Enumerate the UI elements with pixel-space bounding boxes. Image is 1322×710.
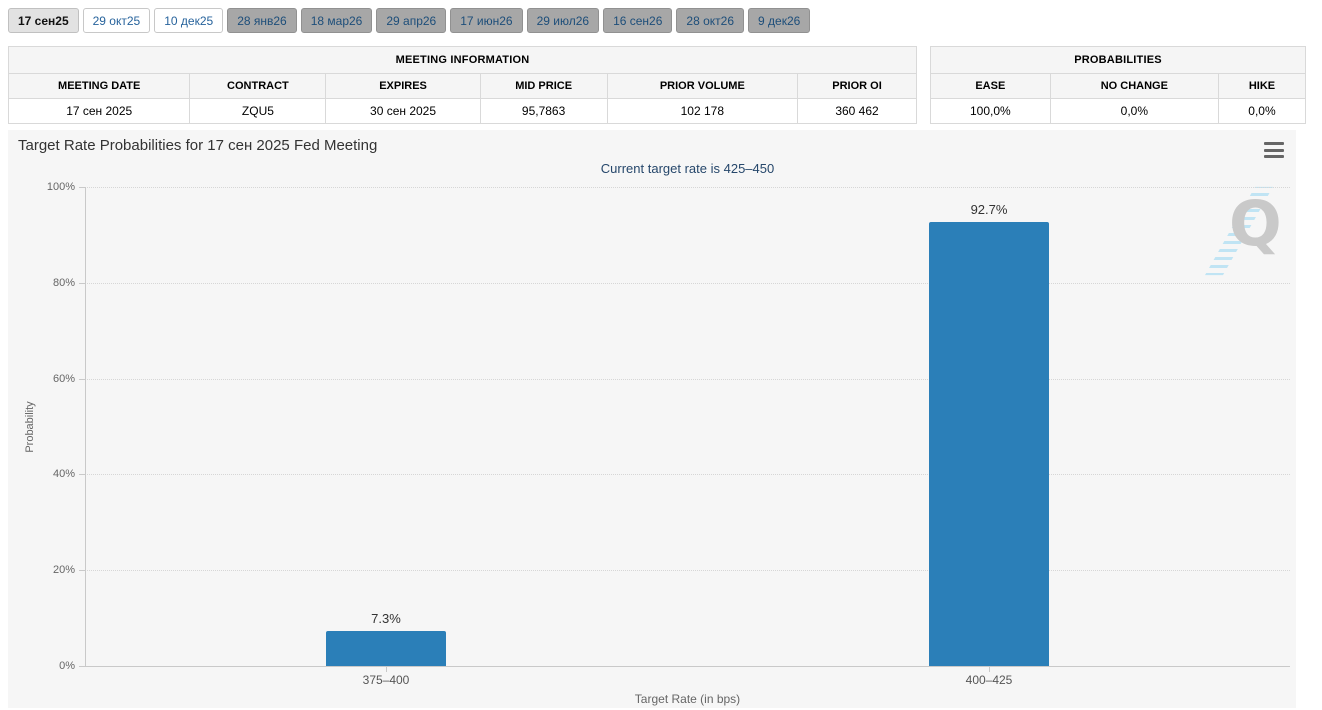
target-rate-chart: Target Rate Probabilities for 17 сен 202…: [8, 130, 1296, 708]
chart-subtitle: Current target rate is 425–450: [600, 161, 775, 176]
tab-16-sen-26[interactable]: 16 сен26: [603, 8, 673, 33]
meeting-date-tabs: 17 сен25 29 окт25 10 дек25 28 янв26 18 м…: [8, 8, 1322, 33]
y-axis-label-0: 0%: [59, 660, 75, 672]
probabilities-table: PROBABILITIES EASE NO CHANGE HIKE 100,0%…: [930, 46, 1306, 124]
prior-oi-value: 360 462: [835, 104, 879, 118]
col-mid-price: MID PRICE: [480, 74, 608, 98]
bar-value-label: 92.7%: [970, 201, 1008, 217]
probabilities-title: PROBABILITIES: [931, 47, 1305, 74]
expires-value: 30 сен 2025: [326, 99, 481, 123]
contract-value: ZQU5: [190, 99, 327, 123]
tab-17-iyun-26[interactable]: 17 июн26: [450, 8, 523, 33]
plot-area: 100% 80% 60% 40% 20% 0% Probability Targ…: [24, 181, 1290, 706]
gridline-100: [85, 187, 1290, 188]
y-axis-line: [85, 187, 86, 666]
ease-value: 100,0%: [931, 99, 1051, 123]
chart-title: Target Rate Probabilities for 17 сен 202…: [18, 137, 378, 154]
mid-price-value: 95,7863: [481, 99, 608, 123]
tab-29-okt-25[interactable]: 29 окт25: [82, 8, 151, 33]
x-category-400-425: 400–425: [965, 673, 1013, 687]
tab-29-apr-26[interactable]: 29 апр26: [376, 8, 447, 33]
bar-column-375-400: 7.3%: [326, 187, 446, 666]
gridline-20: [85, 570, 1290, 572]
tab-28-okt-26[interactable]: 28 окт26: [676, 8, 745, 33]
y-tick: [79, 570, 85, 572]
y-tick: [79, 187, 85, 188]
gridline-60: [85, 378, 1290, 380]
tab-17-sen-25[interactable]: 17 сен25: [8, 8, 79, 33]
chart-menu-hamburger-icon[interactable]: [1262, 140, 1286, 160]
tab-29-iyul-26[interactable]: 29 июл26: [526, 8, 600, 33]
col-prior-volume: PRIOR VOLUME: [607, 74, 799, 98]
meeting-information-header-row: MEETING DATE CONTRACT EXPIRES MID PRICE …: [9, 74, 916, 99]
col-contract: CONTRACT: [190, 74, 327, 98]
x-category-375-400: 375–400: [362, 673, 410, 687]
meeting-information-title: MEETING INFORMATION: [9, 47, 916, 74]
y-tick: [79, 474, 85, 476]
summary-tables: MEETING INFORMATION MEETING DATE CONTRAC…: [8, 46, 1322, 124]
bar-400-425: 92.7%: [929, 202, 1049, 666]
bar-value-label: 7.3%: [371, 611, 401, 627]
meeting-information-table: MEETING INFORMATION MEETING DATE CONTRAC…: [8, 46, 917, 124]
no-change-value: 0,0%: [1051, 99, 1219, 123]
x-axis-line: [85, 666, 1290, 667]
x-axis-title: Target Rate (in bps): [634, 692, 741, 706]
meeting-information-value-row: 17 сен 2025 ZQU5 30 сен 2025 95,7863 102…: [9, 99, 916, 123]
probabilities-value-row: 100,0% 0,0% 0,0%: [931, 99, 1305, 123]
hike-value: 0,0%: [1248, 104, 1276, 118]
y-axis-label-100: 100%: [46, 181, 75, 193]
bar-375-400: 7.3%: [326, 611, 446, 666]
bar-column-400-425: 92.7%: [929, 187, 1049, 666]
tab-9-dek-26[interactable]: 9 дек26: [748, 8, 811, 33]
y-axis-title: Probability: [24, 400, 36, 453]
y-tick: [79, 282, 85, 284]
gridline-80: [85, 282, 1290, 284]
col-expires: EXPIRES: [326, 74, 481, 98]
y-axis-label-40: 40%: [52, 468, 75, 481]
col-prior-oi: PRIOR OI: [798, 74, 916, 98]
y-axis-label-60: 60%: [52, 372, 75, 385]
y-axis-label-20: 20%: [52, 564, 75, 577]
col-meeting-date: MEETING DATE: [9, 74, 191, 98]
tab-28-yanv-26[interactable]: 28 янв26: [227, 8, 297, 33]
tab-10-dek-25[interactable]: 10 дек25: [154, 8, 224, 33]
col-no-change: NO CHANGE: [1050, 74, 1219, 98]
y-axis-label-80: 80%: [52, 276, 75, 289]
col-ease: EASE: [931, 74, 1051, 98]
y-tick: [79, 378, 85, 380]
tab-18-mar-26[interactable]: 18 мар26: [300, 8, 373, 33]
meeting-date-value: 17 сен 2025: [9, 99, 191, 123]
x-tick: [989, 666, 990, 672]
col-hike: HIKE: [1218, 74, 1305, 98]
gridline-40: [85, 474, 1290, 476]
y-tick: [79, 666, 85, 667]
x-tick: [386, 666, 387, 672]
probabilities-header-row: EASE NO CHANGE HIKE: [931, 74, 1305, 99]
prior-volume-value: 102 178: [608, 99, 799, 123]
